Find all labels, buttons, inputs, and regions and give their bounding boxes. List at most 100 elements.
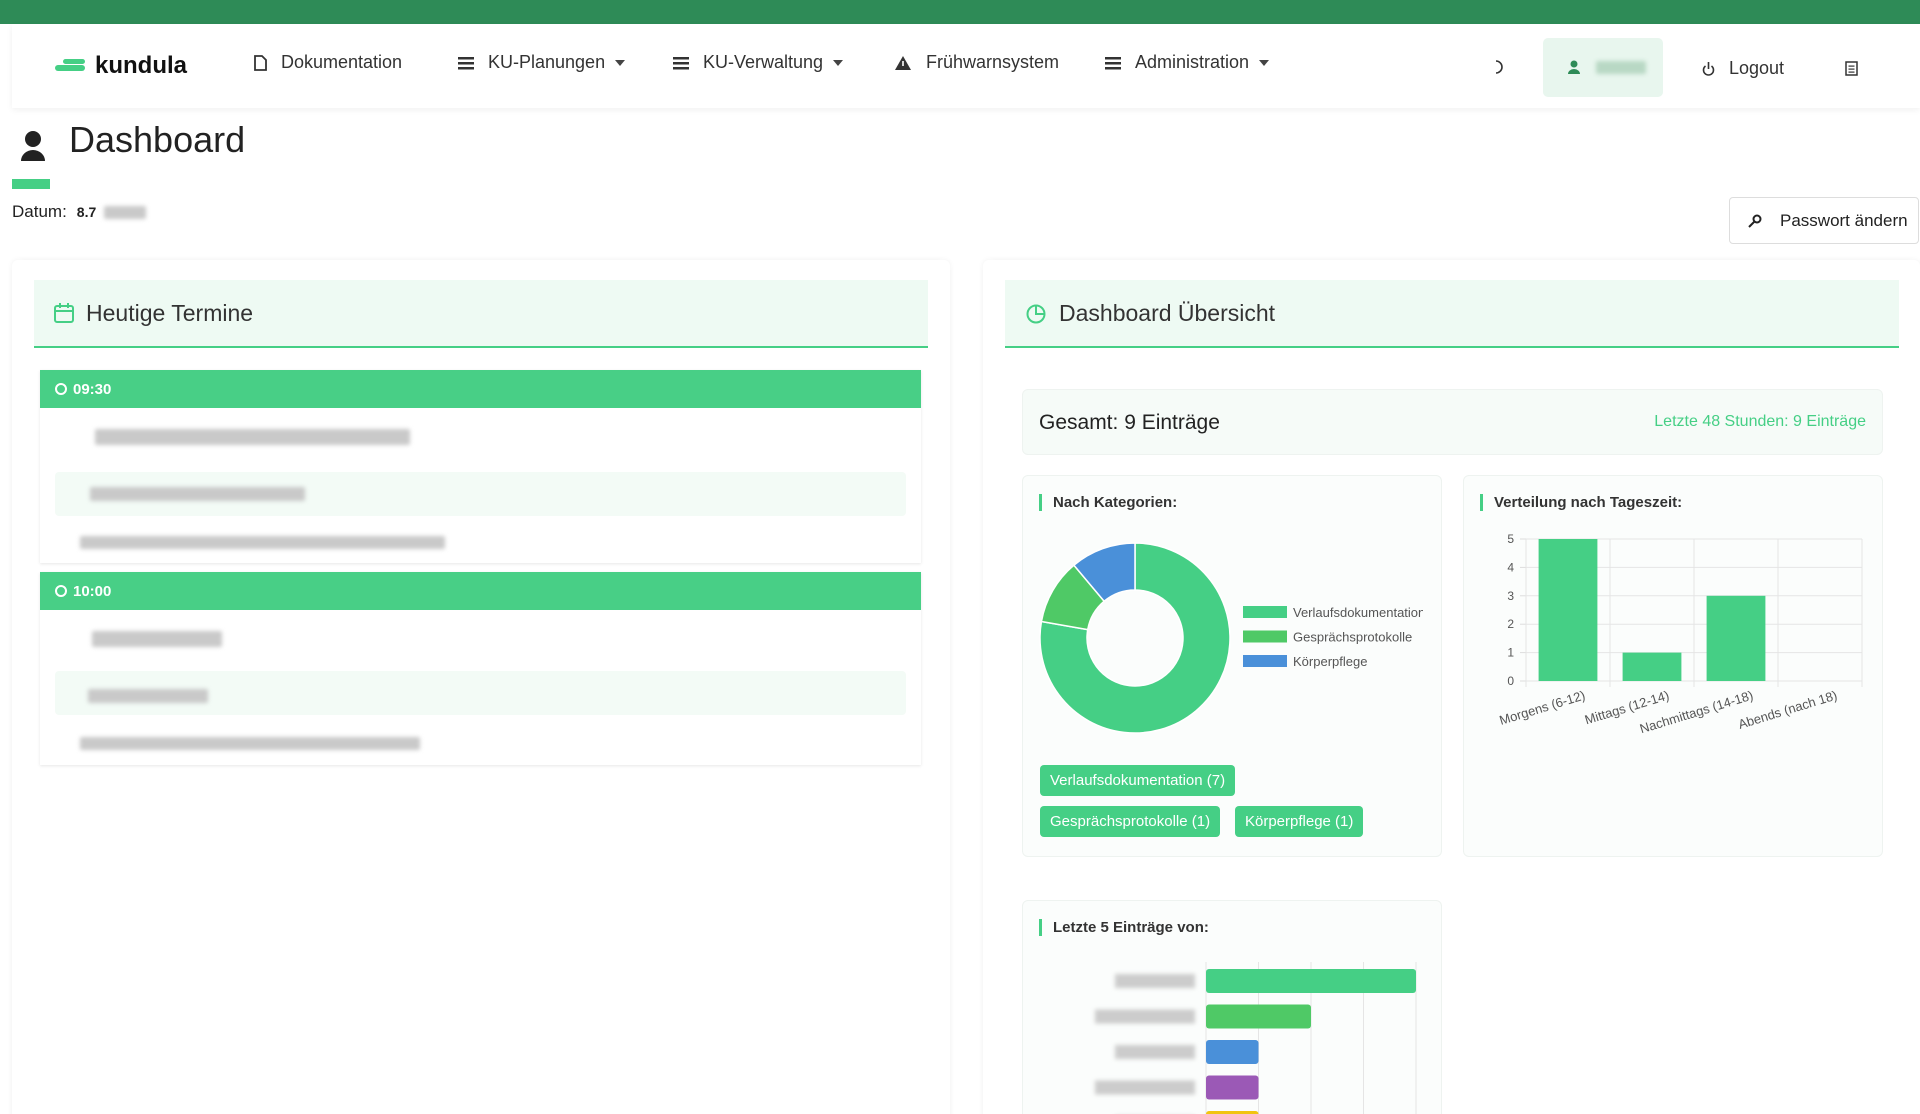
date-value: 8.7 bbox=[76, 204, 97, 220]
icon bbox=[1105, 56, 1121, 69]
bar bbox=[1622, 652, 1682, 681]
top-bar bbox=[0, 0, 1920, 24]
icon bbox=[1748, 214, 1762, 228]
appointment-card: 10:00 bbox=[40, 572, 921, 765]
y-tick-label: 4 bbox=[1507, 560, 1514, 574]
panel-header: Heutige Termine bbox=[34, 280, 928, 348]
y-tick-label: 5 bbox=[1507, 532, 1514, 546]
icon bbox=[254, 54, 267, 71]
nav-item[interactable]: KU-Planungen bbox=[458, 52, 626, 73]
theme-toggle[interactable] bbox=[1491, 59, 1505, 75]
bar bbox=[1538, 539, 1598, 681]
icon bbox=[54, 303, 74, 323]
nav-item[interactable]: KU-Verwaltung bbox=[673, 52, 844, 73]
icon bbox=[458, 56, 474, 69]
category-badge: Gesprächsprotokolle (1) bbox=[1040, 806, 1221, 837]
nav-label: Administration bbox=[1135, 52, 1250, 72]
nav-item[interactable]: Dokumentation bbox=[253, 52, 402, 73]
legend-label: Gesprächsprotokolle bbox=[1293, 630, 1412, 645]
bar bbox=[1206, 1111, 1259, 1114]
title-underline bbox=[12, 179, 50, 189]
pie-slice bbox=[1072, 542, 1136, 603]
blurred-label bbox=[1115, 1045, 1195, 1059]
blurred-text bbox=[92, 631, 222, 647]
blurred-user bbox=[1596, 61, 1646, 74]
blurred-text bbox=[80, 737, 420, 750]
chart-title: Nach Kategorien: bbox=[1039, 494, 1177, 511]
bar bbox=[1206, 1040, 1259, 1064]
user-icon bbox=[21, 131, 45, 161]
bar bbox=[1206, 1075, 1259, 1100]
brand[interactable]: kundula bbox=[55, 52, 187, 80]
category-badge: Verlaufsdokumentation (7) bbox=[1040, 765, 1236, 796]
menu-icon[interactable] bbox=[1845, 61, 1858, 76]
time-band: 10:00 bbox=[40, 572, 921, 610]
nav-label: KU-Verwaltung bbox=[703, 52, 824, 72]
pie-slice bbox=[1039, 542, 1231, 734]
total: Gesamt: 9 Einträge bbox=[1039, 411, 1220, 434]
brand-logo bbox=[55, 59, 85, 71]
icon bbox=[673, 56, 689, 69]
date-label: Datum: bbox=[12, 202, 67, 221]
category-badge: Körperpflege (1) bbox=[1235, 806, 1364, 837]
brand-name: kundula bbox=[95, 52, 188, 79]
chart-title: Letzte 5 Einträge von: bbox=[1039, 919, 1209, 936]
legend-swatch bbox=[1243, 655, 1287, 667]
legend: Verlaufsdokumentation Gesprächsprotokolle… bbox=[1243, 605, 1425, 669]
legend-swatch bbox=[1243, 606, 1287, 618]
icon bbox=[1026, 304, 1046, 324]
blurred-label bbox=[1095, 1009, 1195, 1024]
time: 09:30 bbox=[73, 380, 112, 398]
bar bbox=[1706, 595, 1766, 681]
logout-label: Logout bbox=[1729, 58, 1785, 78]
nav-label: KU-Planungen bbox=[488, 52, 606, 72]
nav-label: Dokumentation bbox=[281, 52, 403, 72]
blurred-label bbox=[1115, 974, 1195, 988]
page-title: Dashboard bbox=[69, 119, 246, 160]
blurred-text bbox=[88, 689, 208, 703]
nav-item[interactable]: Frühwarnsystem bbox=[894, 52, 1059, 73]
blurred-text bbox=[95, 429, 410, 445]
icon bbox=[55, 383, 67, 395]
chart-title: Verteilung nach Tageszeit: bbox=[1480, 494, 1682, 511]
x-tick-label: Morgens (6-12) bbox=[1498, 688, 1587, 728]
bar bbox=[1206, 969, 1416, 993]
recent: Letzte 48 Stunden: 9 Einträge bbox=[1654, 413, 1866, 430]
caret bbox=[615, 59, 626, 66]
caret bbox=[833, 59, 844, 66]
legend-label: Verlaufsdokumentation bbox=[1293, 605, 1425, 620]
summary-box: Gesamt: 9 Einträge Letzte 48 Stunden: 9 … bbox=[1022, 389, 1883, 455]
logout[interactable]: Logout bbox=[1702, 58, 1784, 79]
blurred-text bbox=[90, 487, 305, 501]
panel-header: Dashboard Übersicht bbox=[1005, 280, 1899, 348]
date-row: Datum: 8.7 bbox=[12, 202, 96, 222]
blurred-date bbox=[104, 206, 146, 219]
bar bbox=[1206, 1004, 1311, 1029]
blurred-label bbox=[1095, 1080, 1195, 1095]
icon bbox=[55, 585, 67, 597]
y-tick-label: 0 bbox=[1507, 674, 1514, 688]
panel-title: Heutige Termine bbox=[86, 299, 254, 326]
button-label: Passwort ändern bbox=[1780, 210, 1908, 230]
appointment-card: 09:30 bbox=[40, 370, 921, 563]
y-tick-label: 2 bbox=[1507, 617, 1514, 631]
nav-item[interactable]: Administration bbox=[1105, 52, 1270, 73]
icon bbox=[895, 55, 911, 70]
legend-swatch bbox=[1243, 630, 1287, 643]
caret bbox=[1259, 59, 1270, 66]
panel-title: Dashboard Übersicht bbox=[1059, 299, 1276, 326]
user-button[interactable] bbox=[1543, 38, 1663, 97]
time-band: 09:30 bbox=[40, 370, 921, 408]
icon bbox=[1702, 61, 1715, 76]
nav-label: Frühwarnsystem bbox=[926, 52, 1060, 72]
time: 10:00 bbox=[73, 582, 112, 600]
legend-label: Körperpflege bbox=[1293, 654, 1367, 669]
y-tick-label: 1 bbox=[1507, 646, 1514, 660]
blurred-text bbox=[80, 536, 445, 549]
icon bbox=[1568, 60, 1580, 74]
password-button[interactable]: Passwort ändern bbox=[1729, 197, 1919, 244]
y-tick-label: 3 bbox=[1507, 589, 1514, 603]
